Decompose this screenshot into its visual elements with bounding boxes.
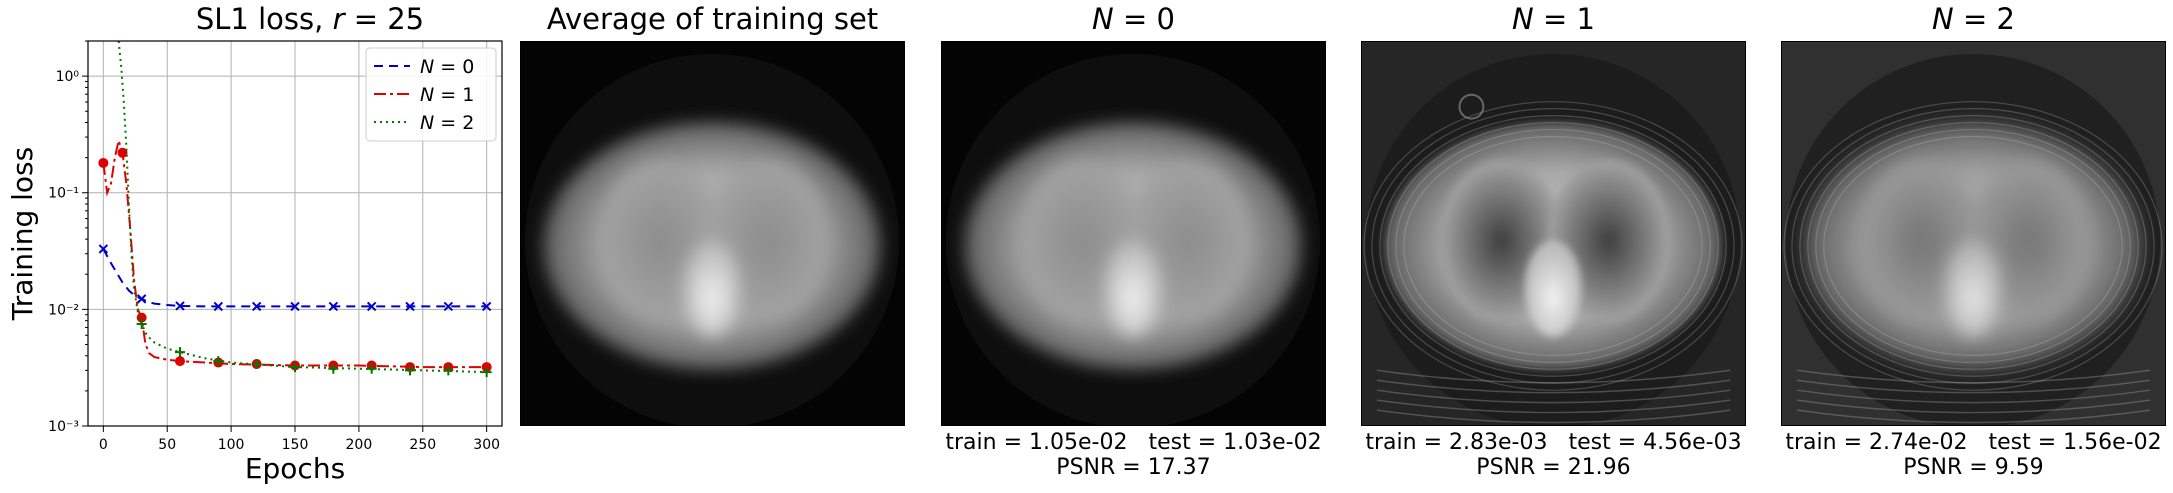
train-loss-n1: train = 2.83e-03 [1365,430,1548,455]
series-line [102,136,487,369]
series-point [136,312,147,323]
series-point [405,301,415,312]
panel-n0-title: N = 0 [1092,2,1175,36]
series-point [366,363,377,374]
series-point [328,363,339,374]
panel-n1-metrics: train = 2.83e-03 test = 4.56e-03 PSNR = … [1361,430,1746,480]
legend-box [365,47,497,142]
training-loss-chart: 0 50 100 150 200 250 300 10⁻³ 10⁻² 10⁻¹ 10⁰ Epochs T… [6,40,503,485]
series-point [251,359,262,370]
panel-n2 [1781,41,2166,426]
panel-n0 [941,41,1326,426]
panel-average [520,41,905,426]
series-point [213,301,224,312]
y-tick-label: 10⁰ [56,69,80,85]
series-point [481,301,492,312]
series-point [175,347,185,358]
panel-average-title: Average of training set [546,2,879,36]
x-tick-label: 200 [346,437,373,453]
x-tick-label: 250 [409,437,436,453]
loss-title: SL1 loss, r = 25 [195,2,425,36]
series-point [443,301,454,312]
series-point [251,301,262,312]
series-point [290,301,300,312]
series-line [102,248,487,308]
reconstruction-n0-image [942,42,1325,425]
series-point [175,301,185,311]
x-tick-label: 100 [218,437,245,453]
y-tick-label: 10⁻² [48,302,79,318]
series-point [290,362,300,373]
x-axis-label: Epochs [245,452,345,485]
panel-n0-metrics: train = 1.05e-02 test = 1.03e-02 PSNR = … [941,430,1326,480]
legend-entry: N = 2 [420,112,474,134]
series-point [98,244,109,254]
plot-frame [87,40,503,427]
panel-n1-title: N = 1 [1512,2,1595,36]
series-point [175,356,185,367]
y-tick-label: 10⁻³ [48,419,79,435]
test-loss-n1: test = 4.56e-03 [1568,430,1742,455]
train-loss-n2: train = 2.74e-02 [1785,430,1968,455]
average-image [521,42,904,425]
series-point [213,356,224,367]
panel-n2-title: N = 2 [1932,2,2015,36]
series-point [405,365,415,376]
series-point [328,301,339,312]
legend-entry: N = 1 [420,84,474,106]
legend-entry: N = 0 [420,56,474,78]
series-point [481,367,492,378]
psnr-n2: PSNR = 9.59 [1903,455,2044,480]
series-point [117,147,128,158]
psnr-n0: PSNR = 17.37 [1056,455,1211,480]
x-tick-label: 150 [282,437,309,453]
series-point [366,301,377,312]
series-point [98,157,109,168]
y-tick-label: 10⁻¹ [48,186,79,202]
reconstruction-n2-image [1782,42,2165,425]
test-loss-n0: test = 1.03e-02 [1148,430,1322,455]
test-loss-n2: test = 1.56e-02 [1988,430,2162,455]
panel-n2-metrics: train = 2.74e-02 test = 1.56e-02 PSNR = … [1781,430,2166,480]
series-point [136,294,147,304]
series-point [443,365,454,376]
psnr-n1: PSNR = 21.96 [1476,455,1631,480]
x-tick-label: 50 [158,437,176,453]
reconstruction-n1-image [1362,42,1745,425]
panel-n1 [1361,41,1746,426]
train-loss-n0: train = 1.05e-02 [945,430,1128,455]
y-axis-label: Training loss [6,147,39,321]
x-tick-label: 0 [99,437,108,453]
series-point [136,318,147,329]
x-tick-label: 300 [473,437,500,453]
